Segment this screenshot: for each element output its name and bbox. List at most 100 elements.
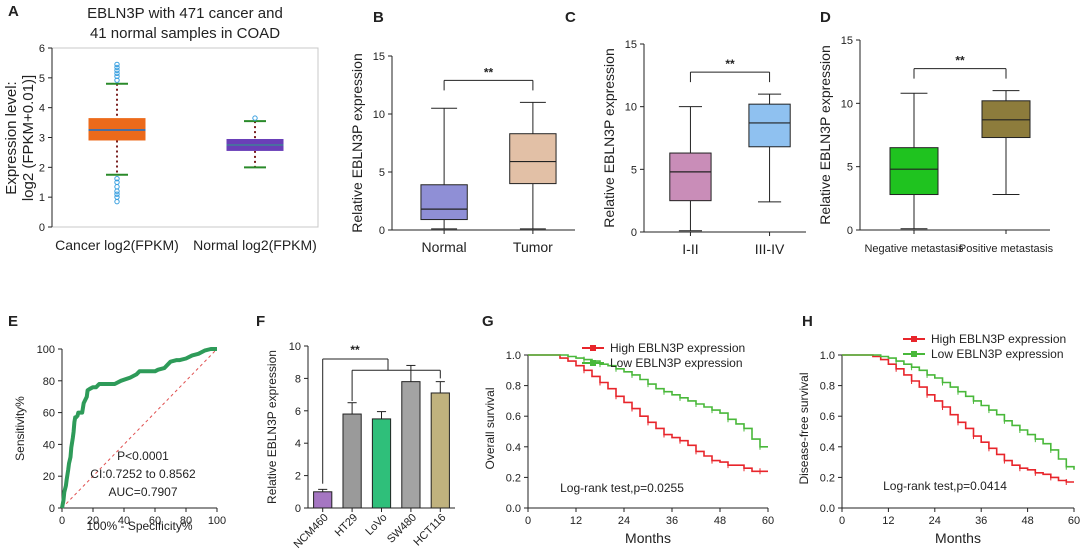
panel-label: B <box>373 9 384 26</box>
y-tick-label: 0.8 <box>820 381 835 393</box>
outlier-point <box>114 184 120 190</box>
x-tick-label: 24 <box>618 515 630 527</box>
legend-label-low: Low EBLN3P expression <box>931 347 1064 361</box>
log-rank-annotation: Log-rank test,p=0.0414 <box>883 479 1007 493</box>
x-category-label: HCT116 <box>412 512 449 549</box>
y-tick-label: 20 <box>43 471 55 483</box>
outlier-point <box>114 67 120 74</box>
panel-d-chart: 0 5 10 15 Relative EBLN3P expression Negative… <box>817 35 1054 255</box>
significance-label: ** <box>350 343 360 357</box>
y-axis-label: Disease-free survival <box>797 372 811 484</box>
y-tick-label: 0.6 <box>820 411 835 423</box>
outlier-point <box>114 61 120 68</box>
box-2 <box>509 101 557 230</box>
y-tick-label: 0.6 <box>506 411 521 423</box>
outlier-point <box>114 73 120 80</box>
y-tick-label: 60 <box>43 408 55 420</box>
panel-label: C <box>565 9 576 26</box>
y-tick-label: 6 <box>295 406 301 418</box>
y-tick-label: 4 <box>39 103 45 115</box>
y-tick-label: 0.2 <box>820 472 835 484</box>
y-axis-label: Sensitivity% <box>13 396 27 461</box>
y-tick-label: 0 <box>295 503 301 515</box>
x-tick-label: 0 <box>525 515 531 527</box>
significance-label: ** <box>955 54 965 68</box>
panel-h-chart: 0.0 0.2 0.4 0.6 0.8 1.0 0 12 24 36 48 60 Disease-fre… <box>797 332 1080 546</box>
outlier-point <box>114 191 120 197</box>
box-iqr <box>748 103 791 148</box>
x-tick-label: 36 <box>666 515 678 527</box>
outlier-point <box>114 64 120 71</box>
x-tick-label: 100 <box>208 515 226 527</box>
survival-curve-low <box>842 354 1075 470</box>
outlier-point <box>114 70 120 77</box>
x-tick-label: 60 <box>1068 515 1080 527</box>
outlier-point <box>114 175 120 182</box>
roc-curve <box>60 347 217 509</box>
box-iqr <box>889 147 939 196</box>
legend-marker <box>590 345 596 351</box>
x-category-label: Negative metastasis <box>864 243 964 255</box>
y-tick-label: 100 <box>37 344 55 356</box>
y-tick-label: 5 <box>379 167 385 179</box>
panel-label: A <box>8 3 19 20</box>
x-category-label: Cancer log2(FPKM) <box>55 237 179 253</box>
box-iqr <box>420 184 468 221</box>
box-1 <box>889 92 939 230</box>
survival-curve-high <box>528 354 768 473</box>
legend-label-high: High EBLN3P expression <box>610 341 745 355</box>
x-tick-label: 40 <box>118 515 130 527</box>
y-tick-label: 0 <box>49 503 55 515</box>
x-tick-label: 80 <box>180 515 192 527</box>
roc-stat-1: P<0.0001 <box>117 449 169 463</box>
bar-lovo <box>371 418 392 509</box>
y-tick-label: 0 <box>631 227 637 239</box>
y-tick-label: 10 <box>625 102 637 114</box>
x-category-label: HT29 <box>333 512 361 540</box>
x-tick-label: 48 <box>1021 515 1033 527</box>
y-tick-label: 0.4 <box>506 442 521 454</box>
panel-label: H <box>802 313 813 330</box>
y-tick-label: 0.0 <box>506 503 521 515</box>
panel-e-chart: 0 20 40 60 80 100 0 20 40 60 80 100 Sensitivity% 100%… <box>13 344 226 533</box>
panel-b-chart: 0 5 10 15 Relative EBLN3P expression Normal Tu… <box>349 51 575 255</box>
significance-label: ** <box>725 57 735 71</box>
x-category-label: LoVo <box>363 512 389 538</box>
y-tick-label: 5 <box>631 164 637 176</box>
box-2 <box>226 115 284 169</box>
x-axis-label: 100% - Specificity% <box>86 519 192 533</box>
x-tick-label: 0 <box>839 515 845 527</box>
y-axis-label-line-2: log2 (FPKM+0.01)] <box>20 75 37 201</box>
y-tick-label: 15 <box>841 35 853 47</box>
y-tick-label: 5 <box>39 73 45 85</box>
x-axis-label: Months <box>935 530 981 546</box>
y-tick-label: 80 <box>43 376 55 388</box>
y-axis-label: Relative EBLN3P expression <box>265 350 279 504</box>
x-category-label: I-II <box>682 241 698 257</box>
y-tick-label: 1 <box>39 192 45 204</box>
y-tick-label: 2 <box>39 162 45 174</box>
outlier-point <box>114 194 120 200</box>
y-axis-label: Relative EBLN3P expression <box>601 48 617 228</box>
bar-sw480 <box>401 381 421 509</box>
x-category-label: III-IV <box>755 241 785 257</box>
box-iqr <box>669 152 712 202</box>
y-tick-label: 0 <box>379 225 385 237</box>
x-tick-label: 20 <box>87 515 99 527</box>
outlier-point <box>114 198 120 205</box>
x-tick-label: 0 <box>59 515 65 527</box>
chart-title-line-2: 41 normal samples in COAD <box>90 25 280 42</box>
outlier-point <box>114 77 120 83</box>
x-category-label: Normal log2(FPKM) <box>193 237 317 253</box>
outlier-point <box>252 115 258 121</box>
y-tick-label: 5 <box>847 162 853 174</box>
y-tick-label: 15 <box>373 51 385 63</box>
y-tick-label: 0.0 <box>820 503 835 515</box>
outlier-point <box>114 188 120 194</box>
panel-label: G <box>482 313 494 330</box>
box-2 <box>981 90 1031 196</box>
box-iqr <box>509 133 557 185</box>
y-tick-label: 0.8 <box>506 381 521 393</box>
y-tick-label: 4 <box>295 438 301 450</box>
